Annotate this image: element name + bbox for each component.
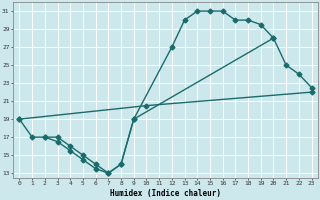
X-axis label: Humidex (Indice chaleur): Humidex (Indice chaleur) (110, 189, 221, 198)
